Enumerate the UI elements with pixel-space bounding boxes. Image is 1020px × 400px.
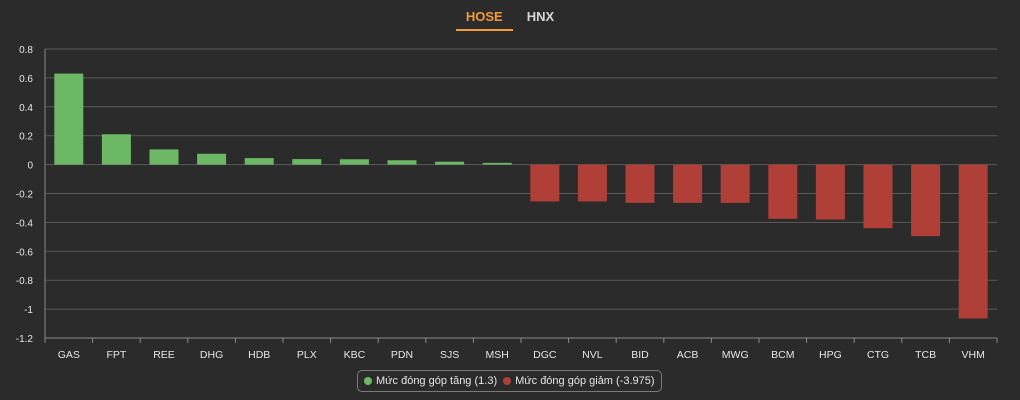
bar-ctg[interactable] xyxy=(863,164,893,229)
x-tick-label: MSH xyxy=(486,349,509,361)
legend-item-decrease[interactable]: Mức đóng góp giảm (-3.975) xyxy=(503,375,655,387)
y-tick-label: 0.2 xyxy=(19,132,33,143)
bar-ree[interactable] xyxy=(149,149,179,165)
bar-dgc[interactable] xyxy=(530,164,560,202)
bar-gas[interactable] xyxy=(54,73,84,165)
legend-item-increase[interactable]: Mức đóng góp tăng (1.3) xyxy=(364,375,497,387)
chart-legend: Mức đóng góp tăng (1.3) Mức đóng góp giả… xyxy=(357,370,662,392)
x-tick-label: NVL xyxy=(582,349,603,361)
x-tick-label: BID xyxy=(631,349,649,361)
tab-hose[interactable]: HOSE xyxy=(455,0,513,31)
bar-tcb[interactable] xyxy=(911,164,941,237)
x-tick-label: ACB xyxy=(677,349,699,361)
bar-hpg[interactable] xyxy=(815,164,845,220)
x-tick-label: PLX xyxy=(297,349,317,361)
x-tick-label: CTG xyxy=(867,349,889,361)
exchange-tabs: HOSE HNX xyxy=(0,0,1020,34)
x-tick-label: MWG xyxy=(722,349,749,361)
bar-bid[interactable] xyxy=(625,164,655,203)
y-tick-label: 0.8 xyxy=(19,45,33,56)
bar-kbc[interactable] xyxy=(339,159,369,165)
y-tick-label: 0.4 xyxy=(19,103,33,114)
bar-dhg[interactable] xyxy=(197,153,227,165)
x-tick-label: FPT xyxy=(106,349,126,361)
y-tick-label: -0.4 xyxy=(16,218,34,229)
y-tick-label: -1.2 xyxy=(16,334,34,345)
x-tick-label: REE xyxy=(153,349,175,361)
x-tick-label: HDB xyxy=(248,349,270,361)
x-tick-label: BCM xyxy=(771,349,794,361)
legend-label-decrease: Mức đóng góp giảm (-3.975) xyxy=(515,375,655,387)
y-tick-label: 0 xyxy=(27,161,33,172)
bar-nvl[interactable] xyxy=(577,164,607,202)
x-tick-label: DHG xyxy=(200,349,223,361)
y-tick-label: -0.8 xyxy=(16,276,34,287)
y-tick-label: 0.6 xyxy=(19,74,33,85)
legend-marker-increase xyxy=(364,377,372,385)
tab-hnx[interactable]: HNX xyxy=(526,9,555,24)
x-tick-label: TCB xyxy=(915,349,936,361)
x-tick-label: KBC xyxy=(344,349,366,361)
bar-vhm[interactable] xyxy=(958,164,988,319)
x-tick-label: DGC xyxy=(533,349,557,361)
x-tick-label: HPG xyxy=(819,349,842,361)
x-tick-label: PDN xyxy=(391,349,413,361)
y-tick-label: -0.2 xyxy=(16,190,34,201)
bar-pdn[interactable] xyxy=(387,160,417,165)
legend-label-increase: Mức đóng góp tăng (1.3) xyxy=(376,375,498,387)
legend-marker-decrease xyxy=(503,377,512,385)
x-tick-label: GAS xyxy=(58,349,80,361)
bar-fpt[interactable] xyxy=(101,134,131,165)
y-tick-label: -1 xyxy=(24,305,33,316)
bar-hdb[interactable] xyxy=(244,158,274,165)
bar-bcm[interactable] xyxy=(768,164,798,219)
bar-plx[interactable] xyxy=(292,159,322,165)
y-tick-label: -0.6 xyxy=(16,247,34,258)
x-tick-label: SJS xyxy=(440,349,459,361)
bar-acb[interactable] xyxy=(673,164,703,203)
x-tick-label: VHM xyxy=(962,349,985,361)
bar-mwg[interactable] xyxy=(720,164,750,203)
bar-sjs[interactable] xyxy=(435,161,465,165)
bar-msh[interactable] xyxy=(482,162,512,165)
